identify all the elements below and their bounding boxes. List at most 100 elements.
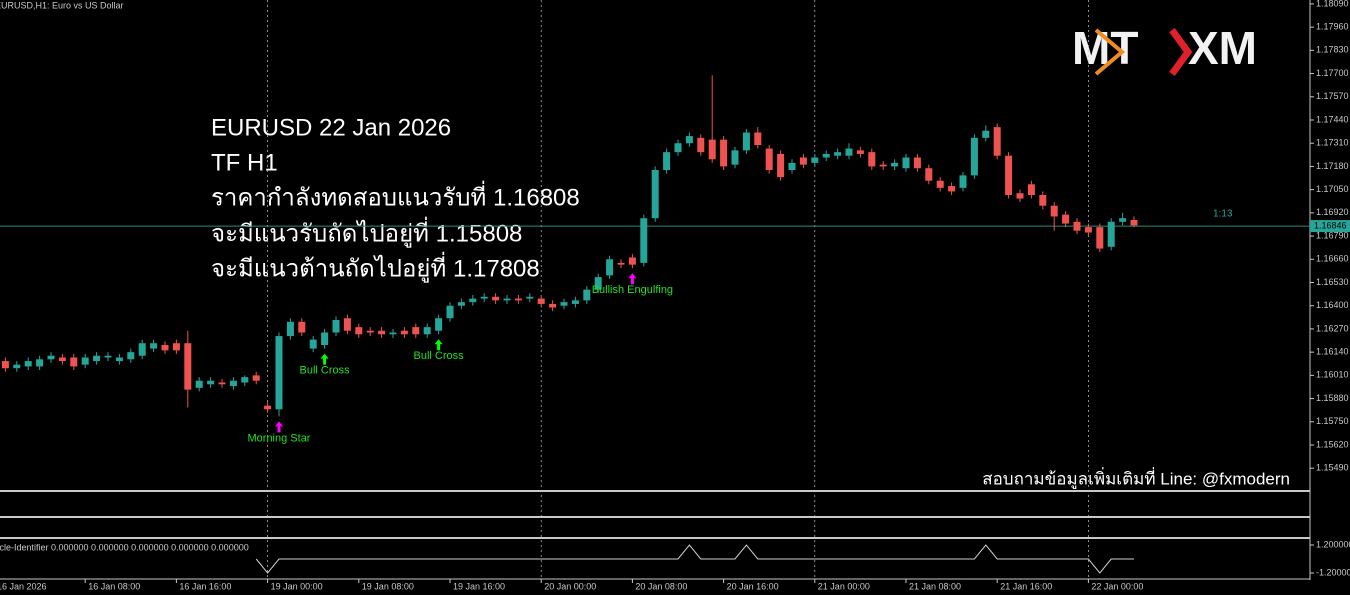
candle-body — [13, 364, 21, 369]
candle-body — [480, 296, 488, 299]
candle-body — [674, 143, 682, 153]
candle-body — [366, 330, 374, 333]
candle-body — [309, 339, 317, 349]
x-tick-label: 19 Jan 00:00 — [271, 581, 323, 591]
logo: MT XM — [1072, 22, 1257, 77]
candle-body — [925, 168, 933, 181]
ratio-label: 1:13 — [1213, 209, 1233, 220]
candle-body — [1062, 214, 1070, 224]
candle-body — [184, 343, 192, 390]
candle-body — [104, 355, 112, 358]
candle-body — [24, 361, 32, 367]
candle-body — [93, 355, 101, 362]
y-tick-label: -1.20000 — [1316, 567, 1350, 577]
x-tick-label: 19 Jan 08:00 — [362, 581, 414, 591]
candle-body — [218, 382, 226, 385]
candle-body — [765, 148, 773, 170]
y-tick-label: 1.17310 — [1316, 138, 1349, 148]
candle-body — [469, 298, 477, 303]
y-tick-label: 1.17050 — [1316, 184, 1349, 194]
candle-body — [229, 380, 237, 387]
logo-xm: XM — [1188, 22, 1257, 74]
candle-body — [959, 175, 967, 188]
candle-body — [207, 380, 215, 385]
signal-arrow — [628, 273, 637, 285]
logo-mark — [1094, 28, 1126, 76]
candle-body — [36, 359, 44, 367]
indicator-title: ycle-Identifier 0.000000 0.000000 0.0000… — [0, 542, 249, 552]
x-tick-label: 19 Jan 16:00 — [453, 581, 505, 591]
candle-body — [400, 330, 408, 335]
candle-body — [70, 357, 78, 367]
x-tick-label: 20 Jan 08:00 — [635, 581, 687, 591]
candle-body — [526, 296, 534, 299]
candle-body — [651, 170, 659, 219]
y-tick-label: 1.16270 — [1316, 323, 1349, 333]
candle-body — [286, 321, 294, 337]
candle-body — [343, 318, 351, 331]
candle-body — [560, 302, 568, 306]
candle-body — [81, 357, 89, 365]
candle-body — [731, 150, 739, 165]
candle-body — [1107, 221, 1115, 247]
candle-body — [537, 298, 545, 304]
y-tick-label: 1.18090 — [1316, 0, 1349, 8]
signal-label: Bull Cross — [414, 350, 465, 362]
candle-body — [127, 352, 135, 360]
y-tick-label: 1.200000 — [1316, 539, 1350, 549]
y-tick-label: 1.17830 — [1316, 45, 1349, 55]
candle-body — [150, 343, 158, 349]
candle-body — [161, 345, 169, 351]
candle-body — [856, 150, 864, 154]
candle-body — [685, 136, 693, 144]
y-tick-label: 1.15620 — [1316, 439, 1349, 449]
candle-body — [332, 320, 340, 333]
candle-body — [1016, 193, 1024, 199]
annotation: จะมีแนวรับถัดไปอยู่ที่ 1.15808 — [211, 216, 522, 248]
candle-body — [1039, 195, 1047, 206]
candle-body — [822, 153, 830, 158]
candle-body — [58, 357, 66, 362]
candle-body — [970, 137, 978, 176]
x-tick-label: 20 Jan 00:00 — [544, 581, 596, 591]
candle-body — [708, 139, 716, 160]
y-tick-label: 1.15880 — [1316, 393, 1349, 403]
indicator-line — [255, 544, 1134, 574]
y-tick-label: 1.16530 — [1316, 277, 1349, 287]
candle-body — [1005, 155, 1013, 195]
candle-body — [583, 289, 591, 301]
candle-body — [777, 153, 785, 178]
candle-body — [423, 327, 431, 335]
annotation: TF H1 — [211, 149, 278, 176]
y-tick-label: 1.17180 — [1316, 161, 1349, 171]
annotation: EURUSD 22 Jan 2026 — [211, 114, 451, 141]
y-tick-label: 1.17960 — [1316, 22, 1349, 32]
signal-arrow — [320, 353, 329, 365]
x-tick-label: 16 Jan 16:00 — [179, 581, 231, 591]
candle-body — [879, 164, 887, 167]
candle-body — [115, 357, 123, 362]
candle-body — [195, 380, 203, 388]
candle-body — [435, 318, 443, 331]
candle-body — [788, 162, 796, 170]
y-tick-label: 1.16790 — [1316, 230, 1349, 240]
y-tick-label: 1.16010 — [1316, 370, 1349, 380]
candle-body — [492, 296, 500, 301]
current-price-box — [1310, 220, 1350, 233]
y-tick-label: 1.16400 — [1316, 300, 1349, 310]
x-tick-label: 21 Jan 16:00 — [1000, 581, 1052, 591]
y-tick-label: 1.16140 — [1316, 347, 1349, 357]
candle-body — [720, 139, 728, 167]
y-tick-label: 1.17700 — [1316, 68, 1349, 78]
candle-body — [241, 377, 249, 383]
signal-arrow — [434, 339, 443, 351]
candle-body — [891, 162, 899, 167]
x-tick-label: 21 Jan 00:00 — [818, 581, 870, 591]
candle-body — [275, 336, 283, 410]
y-tick-label: 1.15490 — [1316, 463, 1349, 473]
candle-body — [834, 152, 842, 156]
candle-body — [47, 355, 55, 360]
candle-body — [1084, 227, 1092, 233]
candle-body — [868, 152, 876, 167]
